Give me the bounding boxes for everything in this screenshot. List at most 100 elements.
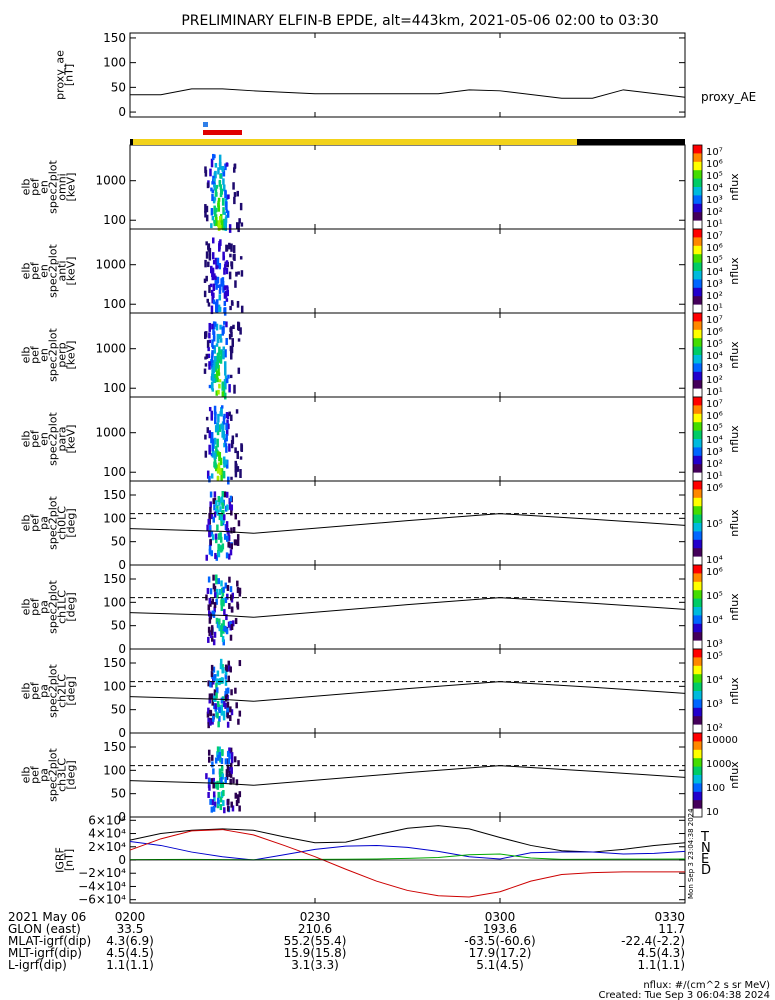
pitch-angle-pixel	[232, 777, 235, 784]
spectrogram-pixel	[225, 214, 228, 219]
spectrogram-pixel	[229, 345, 233, 352]
units-note: nflux: #/(cm^2 s sr MeV)	[643, 980, 770, 991]
spectrogram-pixel	[217, 462, 221, 472]
pitch-angle-pixel	[207, 717, 210, 724]
spectrogram-pixel	[225, 434, 228, 442]
pitch-angle-pixel	[212, 782, 215, 789]
spectrogram-pixel	[228, 242, 231, 250]
colorbar-label: nflux	[728, 341, 741, 369]
y-axis-label-line: en	[38, 348, 51, 362]
pitch-angle-pixel	[222, 789, 225, 796]
ephem-value: 0300	[485, 910, 516, 924]
colorbar-tick-label: 10000	[706, 735, 738, 746]
spectrogram-pixel	[223, 285, 227, 291]
pitch-angle-pixel	[208, 778, 211, 785]
pitch-angle-pixel	[217, 533, 221, 540]
pitch-angle-pixel	[220, 514, 223, 521]
pitch-angle-pixel	[216, 700, 220, 707]
pitch-angle-pixel	[221, 499, 224, 506]
pitch-angle-pixel	[235, 539, 239, 546]
pitch-angle-pixel	[217, 495, 221, 502]
spectrogram-pixel	[229, 305, 232, 311]
colorbar-segment	[693, 380, 702, 390]
y-tick-label: 100	[103, 381, 126, 395]
pitch-angle-pixel	[229, 666, 232, 673]
eclipse-bar	[577, 139, 685, 145]
pitch-angle-pixel	[209, 491, 213, 498]
pitch-angle-pixel	[226, 764, 230, 771]
spectrogram-pixel	[219, 324, 222, 330]
pitch-angle-pixel	[220, 580, 223, 587]
y-axis-label-line: proxy_ae	[54, 50, 67, 100]
pitch-angle-pixel	[224, 669, 228, 676]
colorbar-tick-label: 10⁵	[706, 171, 723, 182]
spectrogram-pixel	[237, 367, 241, 374]
spectrogram-pixel	[222, 416, 226, 425]
spectrogram-pixel	[211, 295, 214, 304]
colorbar-segment	[693, 355, 702, 364]
colorbar-tick-label: 10³	[706, 639, 723, 650]
spectrogram-pixel	[225, 267, 229, 275]
ephem-value: 1.1(1.1)	[106, 958, 154, 972]
colorbar-segment	[693, 775, 702, 784]
colorbar-segment	[693, 220, 702, 230]
spectrogram-pixel	[208, 332, 211, 339]
pitch-angle-pixel	[222, 714, 226, 721]
ephem-value: 1.1(1.1)	[637, 958, 685, 972]
spectrogram-pixel	[223, 442, 226, 448]
spectrogram-pixel	[214, 277, 217, 286]
panel-proxy_ae: proxy_ae[nT] 0 50 100 150 proxy_AE	[54, 31, 757, 119]
pitch-angle-pixel	[238, 805, 241, 812]
panel-frame	[129, 32, 686, 118]
spectrogram-pixel	[224, 191, 227, 195]
legend-E: E	[701, 852, 709, 867]
spectrogram-pixel	[208, 247, 212, 256]
pitch-angle-pixel	[220, 496, 224, 503]
pitch-angle-pixel	[229, 621, 232, 628]
pitch-angle-pixel	[215, 578, 218, 585]
spectrogram-pixel	[210, 432, 214, 440]
y-tick-label: 50	[111, 703, 126, 717]
colorbar-segment	[693, 262, 702, 272]
spectrogram-pixel	[208, 322, 211, 332]
colorbar-tick-label: 10⁴	[706, 183, 723, 194]
y-axis-label-line: pa	[38, 516, 51, 530]
spectrogram-pixel	[214, 411, 217, 420]
spectrogram-pixel	[225, 378, 229, 384]
colorbar-segment	[693, 741, 702, 751]
pitch-angle-pixel	[225, 491, 229, 498]
colorbar-tick-label: 10⁴	[706, 435, 723, 446]
pitch-angle-pixel	[216, 712, 219, 719]
pitch-angle-pixel	[207, 707, 210, 714]
spectrogram-pixel	[211, 350, 214, 355]
ephem-value: 11.7	[658, 922, 685, 936]
spectrogram-pixel	[217, 205, 221, 212]
spectrogram-pixel	[209, 283, 213, 288]
colorbar-tick-label: 10⁶	[706, 159, 723, 170]
pitch-angle-pixel	[216, 505, 219, 512]
spectrogram-pixel	[231, 301, 234, 306]
pitch-angle-pixel	[216, 670, 220, 677]
spectrogram-pixel	[210, 305, 214, 315]
spectrogram-pixel	[213, 219, 216, 224]
pitch-angle-pixel	[205, 554, 208, 561]
colorbar-segment	[693, 237, 702, 247]
spectrogram-pixel	[205, 416, 209, 421]
spectrogram-pixel	[214, 321, 217, 327]
pitch-angle-pixel	[233, 756, 237, 763]
colorbar-segment	[693, 539, 702, 549]
spectrogram-pixel	[204, 169, 208, 177]
colorbar-label: nflux	[728, 173, 741, 201]
spectrogram-pixel	[240, 222, 244, 227]
pitch-angle-pixel	[215, 782, 218, 789]
pitch-angle-pixel	[219, 663, 223, 670]
spectrogram-pixel	[224, 375, 228, 380]
pitch-angle-pixel	[227, 660, 231, 667]
colorbar-segment	[693, 548, 702, 558]
ephem-value: 33.5	[117, 922, 144, 936]
pitch-angle-pixel	[237, 797, 240, 804]
pitch-angle-pixel	[224, 597, 228, 604]
science-collection-bar	[203, 130, 242, 135]
spectrogram-pixel	[215, 343, 219, 347]
